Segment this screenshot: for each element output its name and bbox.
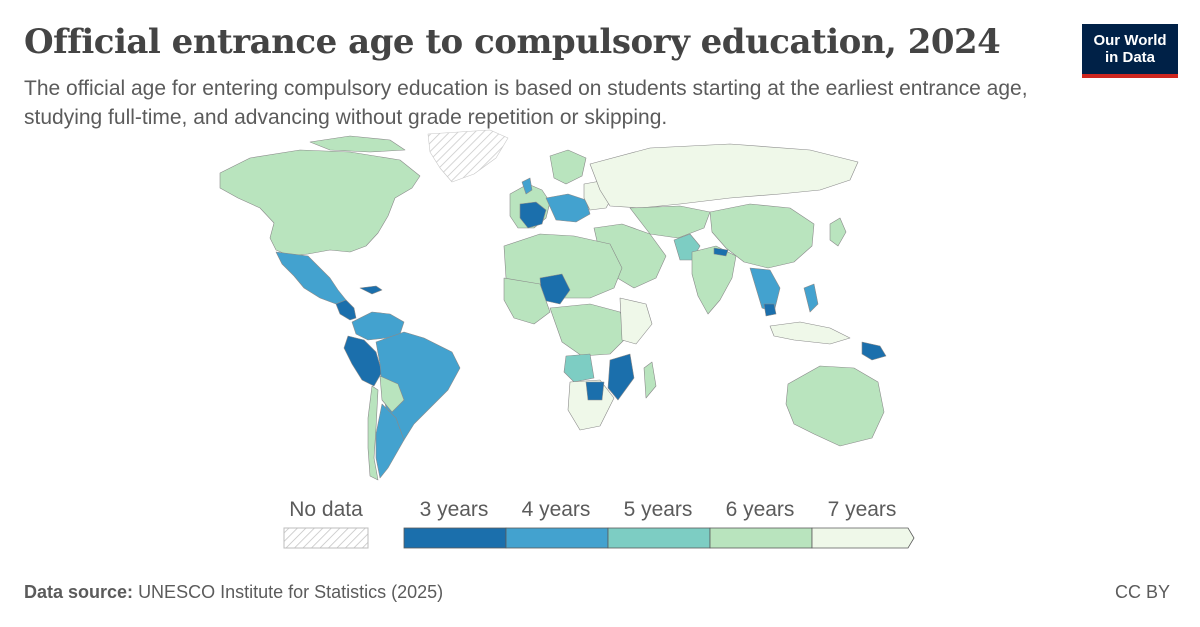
region-mozambique[interactable]	[607, 353, 635, 401]
legend-bin-4-label: 4 years	[522, 498, 591, 521]
legend-bin-7-label: 7 years	[828, 498, 897, 521]
region-zambia[interactable]	[585, 381, 605, 401]
legend-bin-3-swatch	[403, 527, 507, 549]
legend-bin-7-swatch	[811, 527, 915, 549]
footer-source: Data source: UNESCO Institute for Statis…	[24, 582, 443, 603]
legend-bin-6-label: 6 years	[726, 498, 795, 521]
region-japan[interactable]	[829, 217, 847, 247]
region-france[interactable]	[519, 201, 547, 229]
region-nepal[interactable]	[713, 247, 729, 257]
license-link[interactable]: CC BY	[1114, 582, 1170, 602]
region-madagascar[interactable]	[643, 361, 657, 399]
region-central-asia[interactable]	[629, 205, 711, 239]
legend-bin-4-swatch	[505, 527, 609, 549]
world-map[interactable]	[190, 128, 890, 488]
region-peru-ecuador[interactable]	[343, 335, 383, 387]
region-north-america[interactable]	[219, 149, 421, 257]
region-angola[interactable]	[563, 353, 595, 383]
legend-bin-5-swatch	[607, 527, 711, 549]
region-scandinavia[interactable]	[549, 149, 587, 185]
region-uk[interactable]	[521, 177, 533, 195]
legend-bin-6-swatch	[709, 527, 813, 549]
source-label: Data source:	[24, 582, 134, 602]
region-east-africa[interactable]	[619, 297, 653, 345]
region-china[interactable]	[709, 203, 815, 269]
logo-line-2: in Data	[1104, 49, 1155, 66]
region-philippines[interactable]	[803, 283, 819, 313]
legend-bin-3-label: 3 years	[420, 498, 489, 521]
logo-line-1: Our World	[1093, 32, 1167, 49]
map-legend: No data 3 years 4 years 5 years 6 years …	[283, 498, 915, 549]
chart-title: Official entrance age to compulsory educ…	[24, 22, 1001, 62]
region-argentina[interactable]	[375, 403, 405, 479]
region-caribbean[interactable]	[359, 285, 383, 295]
owid-logo[interactable]: Our World in Data	[1082, 24, 1178, 78]
region-central-africa[interactable]	[549, 303, 631, 357]
region-bolivia-paraguay[interactable]	[379, 375, 405, 413]
region-greenland[interactable]	[427, 129, 509, 183]
region-central-america[interactable]	[335, 299, 357, 321]
region-australia[interactable]	[785, 365, 885, 447]
region-central-europe[interactable]	[545, 193, 591, 223]
region-papua-new-guinea[interactable]	[861, 341, 887, 361]
legend-bin-5-label: 5 years	[624, 498, 693, 521]
region-indonesia[interactable]	[769, 321, 851, 345]
region-chile[interactable]	[367, 385, 379, 481]
source-link[interactable]: UNESCO Institute for Statistics (2025)	[138, 582, 444, 602]
region-cambodia[interactable]	[763, 303, 777, 317]
legend-no-data-swatch	[283, 527, 369, 549]
region-arctic-islands[interactable]	[309, 135, 406, 153]
region-west-africa[interactable]	[503, 277, 551, 325]
legend-no-data-label: No data	[289, 498, 363, 521]
chart-subtitle: The official age for entering compulsory…	[24, 77, 1028, 129]
region-mexico[interactable]	[275, 251, 347, 305]
region-india[interactable]	[691, 245, 737, 315]
region-russia[interactable]	[589, 143, 859, 209]
